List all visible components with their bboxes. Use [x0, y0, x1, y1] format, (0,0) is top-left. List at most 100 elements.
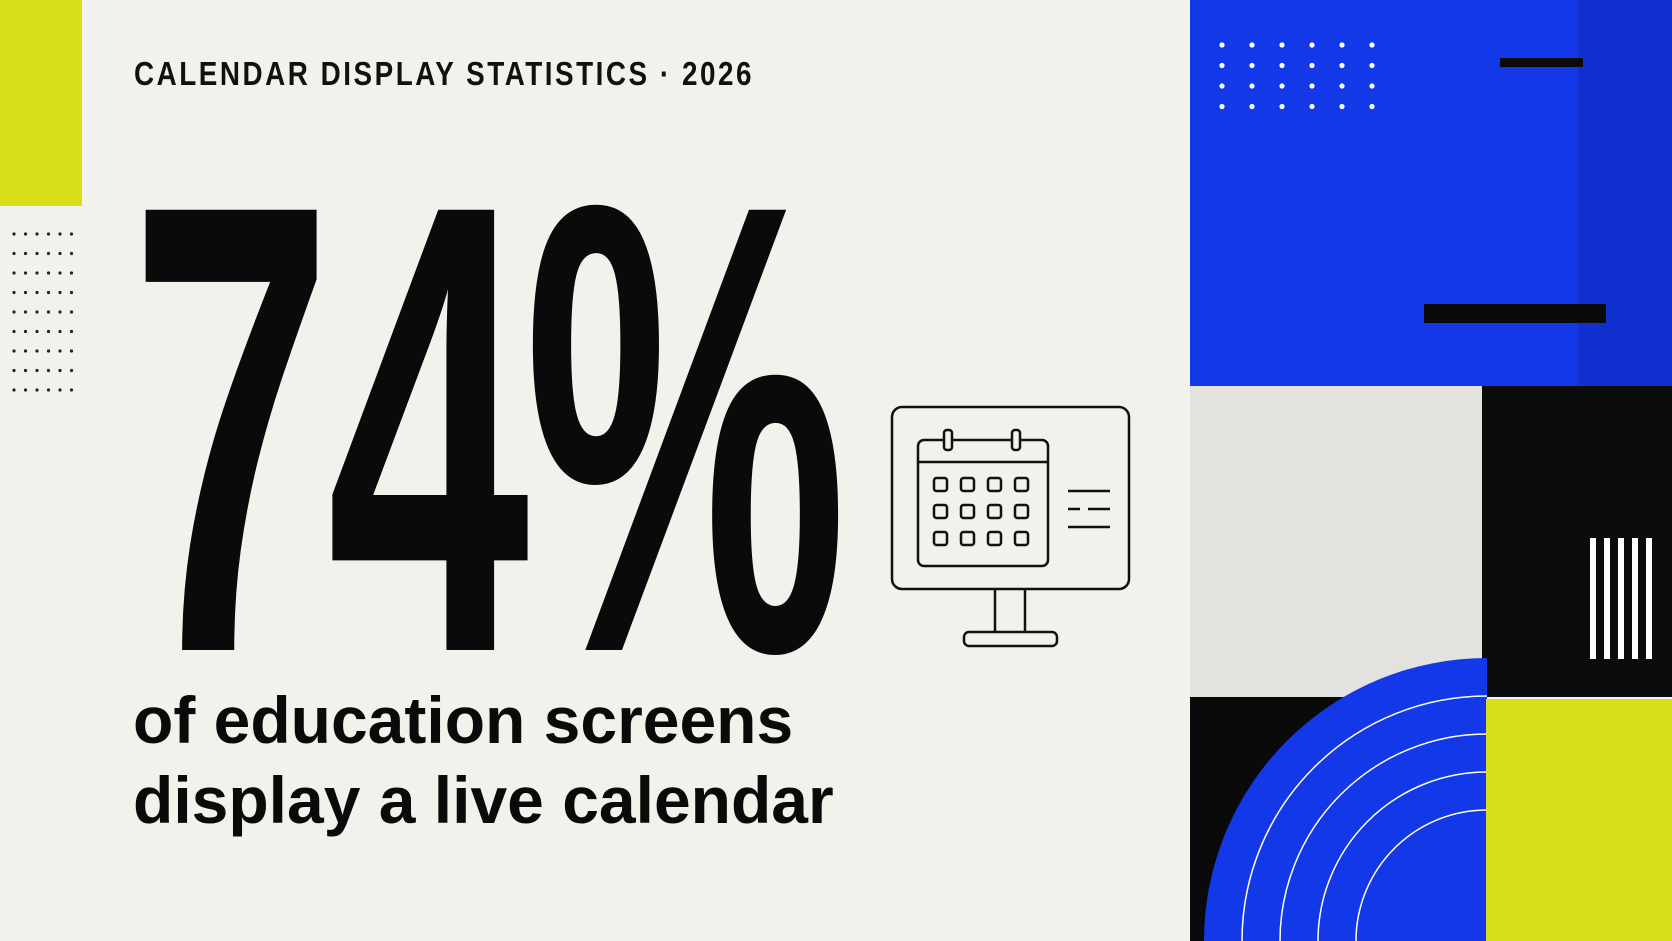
dot: [12, 232, 16, 236]
dot: [35, 251, 39, 256]
dot: [46, 368, 51, 373]
dot: [1369, 83, 1375, 89]
calendar-cell: [1013, 503, 1030, 520]
dot: [1249, 103, 1255, 110]
dot: [46, 232, 51, 236]
dot: [1249, 83, 1255, 89]
dot: [58, 251, 62, 256]
dot: [23, 271, 28, 275]
dot: [1279, 62, 1285, 69]
calendar-cell: [959, 503, 976, 520]
dot: [1279, 83, 1285, 89]
dot: [23, 232, 28, 236]
dot: [35, 232, 39, 236]
dot: [69, 271, 74, 275]
calendar-cell: [932, 530, 949, 547]
dot: [58, 368, 62, 373]
dot: [1309, 42, 1315, 48]
dot: [1309, 83, 1315, 89]
dot: [46, 310, 51, 314]
dot: [1339, 42, 1345, 48]
dot: [35, 310, 39, 314]
dot: [46, 271, 51, 275]
dot: [69, 329, 74, 334]
dot: [1309, 103, 1315, 110]
caption-line: of education screens: [133, 683, 793, 757]
dot: [58, 232, 62, 236]
calendar-cell: [959, 476, 976, 493]
dot: [12, 310, 16, 314]
dot: [23, 310, 28, 314]
dot: [58, 290, 62, 295]
dot: [23, 329, 28, 334]
dot: [1219, 103, 1225, 110]
dot: [69, 388, 74, 392]
dot: [1309, 62, 1315, 69]
dot: [46, 251, 51, 256]
dot: [35, 329, 39, 334]
calendar-cell: [986, 476, 1003, 493]
dot: [58, 329, 62, 334]
calendar-cell: [986, 503, 1003, 520]
yellow-block: [0, 0, 82, 206]
dot: [1369, 42, 1375, 48]
calendar-cell: [986, 530, 1003, 547]
dot: [12, 388, 16, 392]
dot: [35, 349, 39, 353]
dot: [12, 349, 16, 353]
dot: [23, 349, 28, 353]
dot: [1339, 83, 1345, 89]
dot: [12, 329, 16, 334]
eyebrow: CALENDAR DISPLAY STATISTICS · 2026: [134, 55, 754, 92]
dot: [35, 368, 39, 373]
calendar-cell: [959, 530, 976, 547]
dot: [1339, 103, 1345, 110]
dot: [35, 271, 39, 275]
dot: [23, 251, 28, 256]
dot: [58, 388, 62, 392]
dot: [46, 329, 51, 334]
dot: [69, 310, 74, 314]
dot: [58, 310, 62, 314]
stat-value: 74%: [130, 71, 843, 786]
dot: [12, 368, 16, 373]
dot: [12, 251, 16, 256]
dot: [1339, 62, 1345, 69]
calendar-cell: [1013, 476, 1030, 493]
dot: [23, 290, 28, 295]
collage: [1190, 0, 1672, 941]
dot: [35, 290, 39, 295]
dot: [1279, 103, 1285, 110]
dot: [69, 232, 74, 236]
calendar-cell: [932, 503, 949, 520]
dot-grid: [12, 232, 74, 392]
dot: [46, 349, 51, 353]
dot: [69, 349, 74, 353]
dot: [12, 271, 16, 275]
dot: [58, 349, 62, 353]
dot: [23, 388, 28, 392]
dot: [1369, 62, 1375, 69]
dot: [1219, 62, 1225, 69]
dot: [35, 388, 39, 392]
dot: [1219, 42, 1225, 48]
dot: [1249, 42, 1255, 48]
dot: [69, 251, 74, 256]
dot: [46, 290, 51, 295]
dot: [1219, 83, 1225, 89]
dot: [58, 271, 62, 275]
calendar-cell: [932, 476, 949, 493]
dot: [69, 368, 74, 373]
calendar-cell: [1013, 530, 1030, 547]
dot: [69, 290, 74, 295]
dot: [23, 368, 28, 373]
dot: [1369, 103, 1375, 110]
dot: [46, 388, 51, 392]
dot: [1279, 42, 1285, 48]
dot: [1249, 62, 1255, 69]
dot: [12, 290, 16, 295]
caption-line: display a live calendar: [133, 763, 834, 837]
calendar-monitor-icon: [890, 405, 1131, 648]
